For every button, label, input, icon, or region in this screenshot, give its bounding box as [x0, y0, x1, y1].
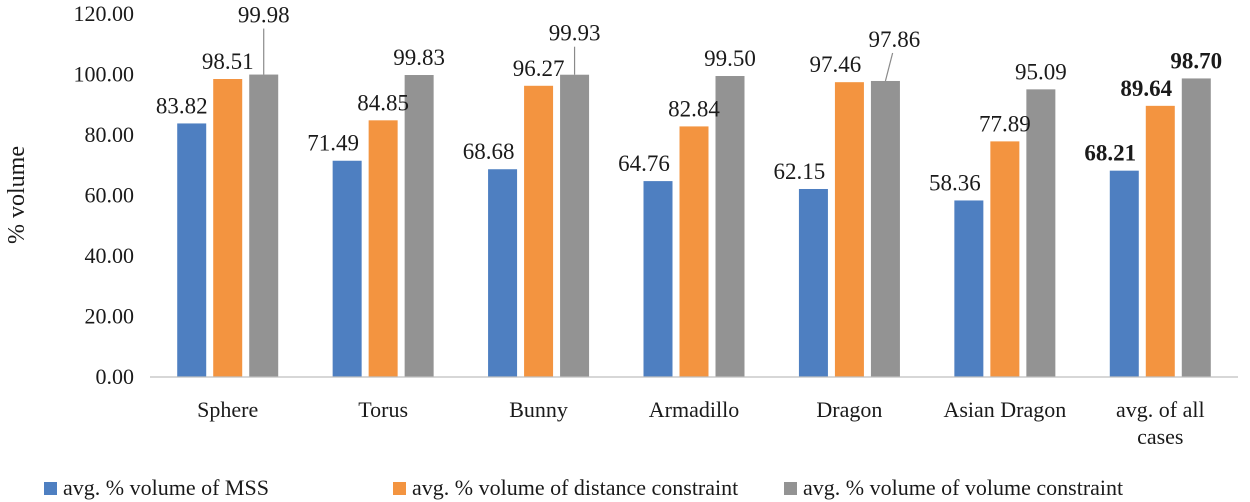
bar: [368, 120, 398, 378]
data-label: 77.89: [979, 111, 1031, 136]
data-label: 82.84: [668, 96, 720, 121]
bar: [332, 160, 362, 377]
data-labels: 83.82 98.51 99.98 71.49 84.85 99.83 68.68 96.27…: [156, 3, 1222, 196]
bar: [834, 82, 864, 377]
data-label: 99.98: [238, 3, 290, 28]
legend-swatch-volume: [784, 481, 797, 495]
bar: [213, 79, 243, 377]
data-label: 58.36: [929, 170, 981, 195]
category-label-line: Torus: [358, 397, 408, 422]
legend-item-distance: avg. % volume of distance constraint: [393, 475, 738, 501]
data-label: 68.68: [463, 139, 515, 164]
bar: [1145, 105, 1175, 378]
y-tick-label: 120.00: [74, 1, 135, 26]
legend: avg. % volume of MSS avg. % volume of di…: [0, 475, 1250, 502]
bar: [1109, 170, 1139, 377]
bar: [643, 181, 673, 377]
legend-item-mss: avg. % volume of MSS: [44, 475, 269, 501]
data-label: 99.83: [393, 45, 445, 70]
category-label-line: cases: [1137, 424, 1183, 449]
bar: [404, 75, 434, 377]
data-label: 98.51: [202, 49, 254, 74]
data-label: 84.85: [357, 90, 409, 115]
bar: [249, 74, 279, 378]
bar: [990, 141, 1020, 377]
y-tick-label: 40.00: [85, 243, 135, 268]
bar: [798, 188, 828, 377]
data-label: 89.64: [1120, 76, 1172, 101]
legend-label-mss: avg. % volume of MSS: [63, 475, 269, 500]
data-label: 95.09: [1015, 59, 1067, 84]
category-label-line: Bunny: [509, 397, 568, 422]
legend-item-volume: avg. % volume of volume constraint: [784, 475, 1123, 501]
category-label: Torus: [358, 397, 408, 422]
y-tick-label: 20.00: [85, 304, 135, 329]
category-label: Bunny: [509, 397, 568, 422]
bar: [488, 169, 518, 377]
category-label: Armadillo: [649, 397, 739, 422]
bars: [177, 74, 1211, 378]
data-label: 97.86: [869, 27, 921, 52]
y-tick-label: 80.00: [85, 122, 135, 147]
category-label: Sphere: [197, 397, 258, 422]
category-label-line: Dragon: [816, 397, 882, 422]
category-label: avg. of all cases: [1116, 397, 1205, 449]
data-label: 97.46: [810, 52, 862, 77]
data-label: 71.49: [307, 131, 359, 156]
y-tick-label: 60.00: [85, 183, 135, 208]
legend-swatch-mss: [44, 481, 57, 495]
category-labels: Sphere Torus Bunny Armadillo Dragon Asian Dra…: [197, 397, 1204, 449]
data-label: 96.27: [513, 56, 565, 81]
bar: [1026, 89, 1056, 377]
category-label: Asian Dragon: [943, 397, 1066, 422]
legend-swatch-distance: [393, 481, 406, 495]
bar: [870, 80, 900, 377]
y-tick-label: 0.00: [96, 364, 135, 389]
data-label: 83.82: [156, 93, 208, 118]
data-label: 62.15: [774, 159, 826, 184]
y-axis-ticks: 0.00 20.00 40.00 60.00 80.00 100.00 120.00: [74, 1, 135, 389]
data-label: 99.50: [704, 46, 756, 71]
data-label: 64.76: [618, 151, 670, 176]
data-label: 98.70: [1170, 48, 1222, 73]
category-label-line: Armadillo: [649, 397, 739, 422]
bar: [1181, 78, 1211, 378]
category-label: Dragon: [816, 397, 882, 422]
data-label: 68.21: [1084, 141, 1136, 166]
legend-label-volume: avg. % volume of volume constraint: [803, 475, 1124, 500]
bar: [560, 74, 590, 378]
y-axis-label: % volume: [4, 146, 30, 244]
category-label-line: Asian Dragon: [943, 397, 1066, 422]
data-label: 99.93: [549, 21, 601, 46]
bar: [954, 200, 984, 377]
bar-chart: % volume 0.00 20.00 40.00 60.00 80.00 100.00 1…: [4, 1, 1238, 449]
label-leader-line: [884, 52, 894, 82]
bar: [715, 76, 745, 377]
label-leader-lines: [263, 28, 894, 82]
category-label-line: Sphere: [197, 397, 258, 422]
bar: [177, 123, 207, 377]
y-tick-label: 100.00: [74, 62, 135, 87]
bar: [524, 85, 554, 377]
category-label-line: avg. of all: [1116, 397, 1205, 422]
bar: [679, 126, 709, 377]
legend-label-distance: avg. % volume of distance constraint: [412, 475, 739, 500]
